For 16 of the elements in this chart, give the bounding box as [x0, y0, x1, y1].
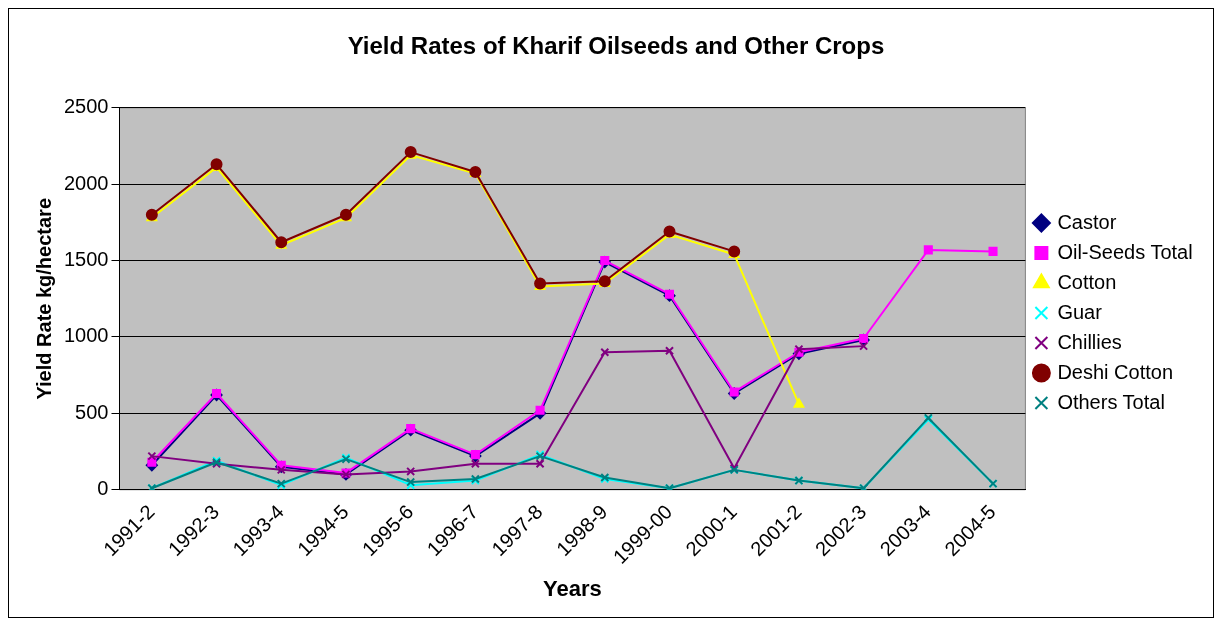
y-tick-label: 2500	[63, 95, 109, 118]
y-tick-label: 500	[75, 400, 109, 423]
legend-label: Chillies	[1057, 330, 1122, 353]
y-tick-label: 2000	[63, 171, 109, 194]
x-axis-title: Years	[543, 575, 602, 601]
y-tick-label: 1000	[63, 324, 109, 347]
legend-label: Cotton	[1057, 270, 1117, 293]
legend-label: Guar	[1057, 300, 1103, 323]
y-tick-label: 1500	[63, 248, 109, 271]
legend-label: Others Total	[1057, 390, 1165, 413]
legend-label: Oil-Seeds Total	[1057, 240, 1193, 263]
y-axis-title: Yield Rate kg/hectare	[32, 197, 55, 400]
y-tick-label: 0	[97, 477, 109, 500]
legend-label: Castor	[1057, 210, 1117, 233]
legend-label: Deshi Cotton	[1057, 360, 1174, 383]
chart-title: Yield Rates of Kharif Oilseeds and Other Crops	[347, 32, 885, 60]
